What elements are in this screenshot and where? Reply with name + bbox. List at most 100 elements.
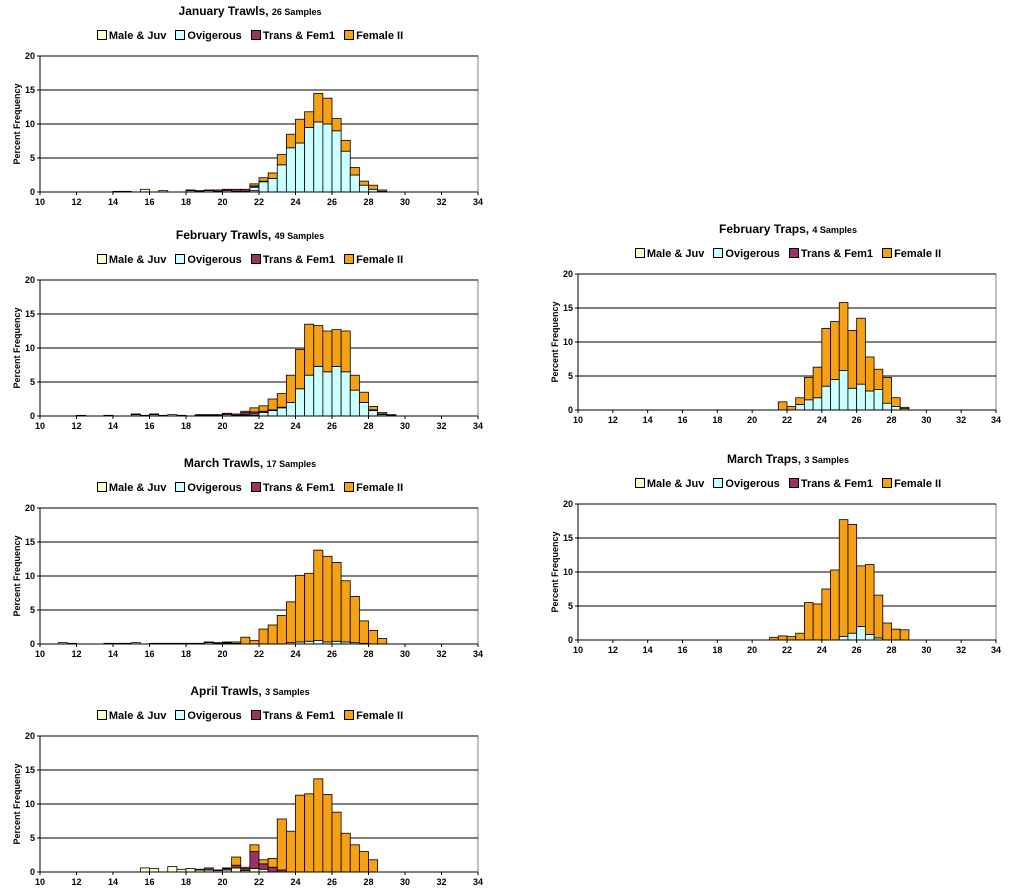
bar-female-ii bbox=[313, 549, 324, 642]
plot-area: 0 5 10 15 20 10 12 14 16 18 20 22 24 26 28 30 32 34 Percen… bbox=[550, 499, 1001, 655]
bar-female-ii bbox=[847, 523, 858, 634]
legend: Male & Juv Ovigerous Trans & Fem1 Female… bbox=[10, 254, 490, 266]
bar-female-ii bbox=[304, 111, 315, 128]
y-tick-label: 0 bbox=[30, 867, 35, 877]
bar-female-ii bbox=[830, 321, 840, 380]
legend-swatch-ovigerous bbox=[175, 482, 186, 492]
legend-item-trans-fem1: Trans & Fem1 bbox=[250, 30, 335, 42]
bar-female-ii bbox=[267, 857, 278, 868]
x-tick-label: 24 bbox=[817, 645, 827, 655]
x-tick-label: 12 bbox=[71, 877, 81, 887]
y-tick-label: 15 bbox=[25, 309, 35, 319]
bar-female-ii bbox=[891, 628, 901, 641]
bar-female-ii bbox=[368, 184, 379, 190]
x-tick-label: 32 bbox=[436, 197, 446, 207]
bar-ovigerous bbox=[313, 640, 324, 645]
x-tick-label: 16 bbox=[144, 877, 154, 887]
bar-ovigerous bbox=[864, 634, 875, 641]
y-tick-label: 15 bbox=[563, 303, 573, 313]
bar-female-ii bbox=[812, 603, 823, 641]
chart-subtitle: 4 Samples bbox=[812, 225, 857, 235]
legend-item-ovigerous: Ovigerous bbox=[713, 248, 780, 260]
x-tick-label: 32 bbox=[956, 645, 966, 655]
y-tick-label: 20 bbox=[25, 275, 35, 285]
bar-trans-fem1 bbox=[267, 866, 278, 873]
x-tick-label: 34 bbox=[473, 877, 483, 887]
bar-female-ii bbox=[777, 635, 788, 641]
x-tick-label: 10 bbox=[35, 197, 45, 207]
bar-trans-fem1 bbox=[231, 188, 242, 192]
legend-label-trans-fem1: Trans & Fem1 bbox=[262, 30, 335, 42]
bar-female-ii bbox=[358, 851, 369, 873]
y-tick-label: 5 bbox=[30, 833, 35, 843]
legend-swatch-ovigerous bbox=[175, 30, 186, 40]
bar-female-ii bbox=[349, 374, 360, 391]
bar-female-ii bbox=[368, 629, 379, 645]
x-tick-label: 24 bbox=[290, 421, 300, 431]
bar-trans-fem1 bbox=[212, 414, 223, 416]
x-tick-label: 18 bbox=[181, 649, 191, 659]
legend-swatch-female-ii bbox=[344, 30, 355, 40]
bar-female-ii bbox=[276, 818, 287, 871]
bar-ovigerous bbox=[838, 370, 849, 411]
legend-swatch-trans-fem1 bbox=[250, 710, 261, 720]
bar-female-ii bbox=[899, 629, 910, 641]
bar-trans-fem1 bbox=[149, 413, 160, 416]
bar-female-ii bbox=[368, 406, 379, 411]
x-tick-label: 32 bbox=[436, 421, 446, 431]
bar-female-ii bbox=[899, 406, 910, 410]
y-tick-label: 5 bbox=[30, 605, 35, 615]
bar-female-ii bbox=[821, 588, 831, 641]
y-tick-label: 10 bbox=[25, 343, 35, 353]
bar-female-ii bbox=[267, 172, 278, 179]
chart-title-text: March Trawls bbox=[183, 456, 260, 470]
bar-female-ii bbox=[267, 398, 278, 411]
bar-female-ii bbox=[891, 397, 901, 407]
x-tick-label: 10 bbox=[35, 421, 45, 431]
bar-ovigerous bbox=[331, 365, 342, 417]
legend-item-female-ii: Female II bbox=[344, 254, 403, 266]
y-tick-label: 5 bbox=[568, 371, 573, 381]
x-tick-label: 22 bbox=[254, 649, 264, 659]
bar-ovigerous bbox=[304, 127, 315, 193]
bar-female-ii bbox=[222, 641, 233, 644]
legend-label-male-juv: Male & Juv bbox=[108, 254, 167, 266]
x-tick-label: 32 bbox=[436, 649, 446, 659]
bar-female-ii bbox=[222, 867, 233, 869]
legend-item-female-ii: Female II bbox=[344, 482, 403, 494]
legend-label-ovigerous: Ovigerous bbox=[187, 30, 242, 42]
legend-item-trans-fem1: Trans & Fem1 bbox=[788, 248, 873, 260]
y-axis-label: Percent Frequency bbox=[12, 307, 22, 388]
y-tick-label: 5 bbox=[30, 377, 35, 387]
legend-swatch-trans-fem1 bbox=[250, 482, 261, 492]
y-tick-label: 10 bbox=[563, 337, 573, 347]
x-tick-label: 34 bbox=[473, 197, 483, 207]
chart-subtitle: 3 Samples bbox=[804, 455, 849, 465]
bar-female-ii bbox=[304, 323, 315, 376]
x-tick-label: 20 bbox=[217, 197, 227, 207]
x-tick-label: 18 bbox=[712, 415, 722, 425]
bar-male-juv bbox=[139, 867, 150, 873]
legend-swatch-ovigerous bbox=[175, 710, 186, 720]
x-tick-label: 28 bbox=[363, 421, 373, 431]
y-tick-label: 5 bbox=[568, 601, 573, 611]
x-tick-label: 22 bbox=[782, 645, 792, 655]
legend-item-ovigerous: Ovigerous bbox=[175, 254, 242, 266]
chart-subtitle: 49 Samples bbox=[274, 231, 325, 241]
bar-female-ii bbox=[786, 636, 797, 641]
bar-female-ii bbox=[322, 97, 333, 125]
x-tick-label: 26 bbox=[327, 421, 337, 431]
bar-female-ii bbox=[258, 628, 269, 645]
bar-trans-fem1 bbox=[212, 189, 223, 192]
bar-female-ii bbox=[830, 569, 840, 641]
bar-ovigerous bbox=[795, 404, 805, 411]
bar-female-ii bbox=[349, 844, 360, 873]
bar-female-ii bbox=[812, 366, 823, 399]
chart-title-text: February Trawls bbox=[175, 228, 268, 242]
chart-subtitle: 17 Samples bbox=[266, 459, 317, 469]
bar-female-ii bbox=[358, 180, 369, 186]
bar-female-ii bbox=[340, 832, 351, 873]
chart-january-trawls: January Trawls, 26 Samples Male & Juv Ov… bbox=[10, 0, 490, 210]
bar-ovigerous bbox=[276, 407, 287, 417]
y-axis-label: Percent Frequency bbox=[550, 301, 560, 382]
